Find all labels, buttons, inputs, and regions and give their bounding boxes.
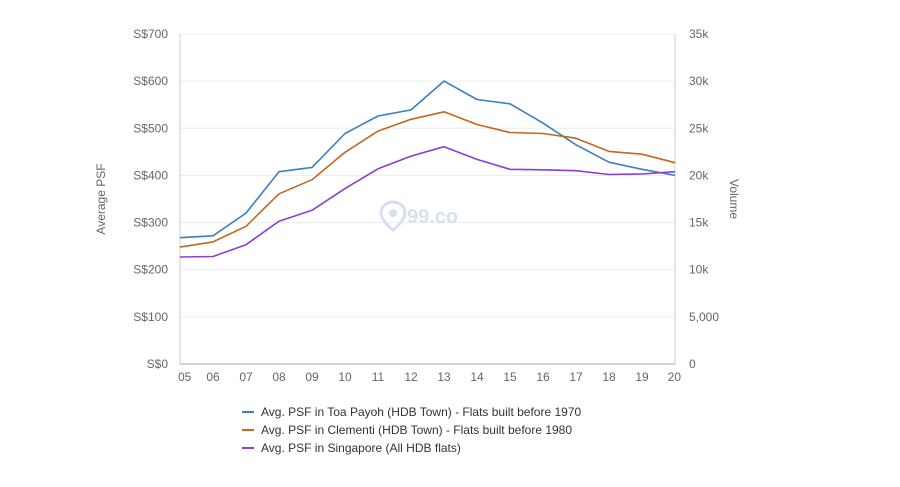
data-point[interactable] — [672, 169, 678, 175]
data-point[interactable] — [309, 207, 315, 213]
data-point[interactable] — [507, 130, 513, 136]
data-point[interactable] — [573, 142, 579, 148]
data-point[interactable] — [177, 244, 183, 250]
legend-label: Avg. PSF in Toa Payoh (HDB Town) - Flats… — [261, 405, 581, 419]
x-tick-label: 07 — [239, 370, 253, 384]
legend-item[interactable]: Avg. PSF in Toa Payoh (HDB Town) - Flats… — [242, 405, 581, 419]
x-tick-label: 11 — [372, 370, 385, 384]
data-point[interactable] — [573, 135, 579, 141]
x-tick-label: 17 — [569, 370, 583, 384]
data-point[interactable] — [276, 218, 282, 224]
x-tick-label: 20 — [668, 370, 682, 384]
data-point[interactable] — [375, 128, 381, 134]
x-tick-label: 16 — [536, 370, 550, 384]
data-point[interactable] — [276, 169, 282, 175]
data-point[interactable] — [276, 191, 282, 197]
data-point[interactable] — [639, 151, 645, 157]
data-point[interactable] — [342, 130, 348, 136]
y-right-axis-title: Volume — [727, 179, 741, 219]
y-left-tick-label: S$600 — [133, 74, 168, 88]
data-point[interactable] — [210, 254, 216, 260]
y-right-tick-label: 10k — [689, 263, 709, 277]
x-tick-label: 18 — [602, 370, 616, 384]
legend-label: Avg. PSF in Singapore (All HDB flats) — [261, 441, 461, 455]
data-point[interactable] — [342, 186, 348, 192]
y-right-tick-label: 0 — [689, 357, 696, 371]
data-point[interactable] — [606, 148, 612, 154]
x-tick-label: 15 — [503, 370, 517, 384]
y-left-tick-label: S$400 — [133, 168, 168, 182]
axes: S$0S$100S$200S$300S$400S$500S$600S$70005… — [94, 27, 741, 384]
data-point[interactable] — [540, 130, 546, 136]
legend: Avg. PSF in Toa Payoh (HDB Town) - Flats… — [242, 405, 581, 455]
data-point[interactable] — [243, 242, 249, 248]
y-right-tick-label: 5,000 — [689, 310, 719, 324]
data-point[interactable] — [606, 159, 612, 165]
y-left-tick-label: S$100 — [133, 310, 168, 324]
data-point[interactable] — [507, 101, 513, 107]
y-left-axis-title: Average PSF — [94, 163, 108, 234]
x-tick-label: 05 — [178, 370, 192, 384]
y-right-tick-label: 30k — [689, 74, 709, 88]
data-point[interactable] — [375, 113, 381, 119]
data-point[interactable] — [243, 210, 249, 216]
data-point[interactable] — [210, 239, 216, 245]
data-point[interactable] — [573, 168, 579, 174]
x-tick-label: 19 — [635, 370, 649, 384]
y-right-tick-label: 15k — [689, 216, 709, 230]
y-left-tick-label: S$0 — [147, 357, 169, 371]
location-pin-icon — [379, 200, 407, 232]
grid-lines — [180, 33, 675, 318]
data-point[interactable] — [309, 164, 315, 170]
y-left-tick-label: S$200 — [133, 263, 168, 277]
y-right-tick-label: 25k — [689, 121, 709, 135]
y-left-tick-label: S$700 — [133, 27, 168, 41]
data-point[interactable] — [342, 149, 348, 155]
data-point[interactable] — [672, 160, 678, 166]
y-right-tick-label: 20k — [689, 168, 709, 182]
data-point[interactable] — [243, 223, 249, 229]
x-tick-label: 12 — [404, 370, 418, 384]
x-tick-label: 06 — [206, 370, 220, 384]
y-right-tick-label: 35k — [689, 27, 709, 41]
series-lines — [177, 78, 678, 260]
data-point[interactable] — [474, 122, 480, 128]
data-point[interactable] — [507, 166, 513, 172]
legend-item[interactable]: Avg. PSF in Singapore (All HDB flats) — [242, 441, 461, 455]
data-point[interactable] — [639, 171, 645, 177]
data-point[interactable] — [606, 171, 612, 177]
data-point[interactable] — [540, 167, 546, 173]
x-tick-label: 09 — [305, 370, 319, 384]
data-point[interactable] — [210, 233, 216, 239]
data-point[interactable] — [441, 109, 447, 115]
data-point[interactable] — [540, 120, 546, 126]
data-point[interactable] — [408, 153, 414, 159]
legend-item[interactable]: Avg. PSF in Clementi (HDB Town) - Flats … — [242, 423, 572, 437]
data-point[interactable] — [177, 254, 183, 260]
data-point[interactable] — [474, 156, 480, 162]
data-point[interactable] — [177, 235, 183, 241]
series-line-2[interactable] — [179, 111, 676, 248]
data-point[interactable] — [375, 166, 381, 172]
y-left-tick-label: S$300 — [133, 216, 168, 230]
watermark: 99.co — [379, 200, 458, 232]
data-point[interactable] — [474, 97, 480, 103]
legend-label: Avg. PSF in Clementi (HDB Town) - Flats … — [261, 423, 572, 437]
data-point[interactable] — [441, 144, 447, 150]
data-point[interactable] — [441, 78, 447, 84]
watermark-text: 99.co — [407, 206, 458, 228]
x-tick-label: 10 — [338, 370, 352, 384]
data-point[interactable] — [408, 107, 414, 113]
data-point[interactable] — [408, 116, 414, 122]
y-left-tick-label: S$500 — [133, 121, 168, 135]
series-line-3[interactable] — [179, 145, 676, 258]
series-line-1[interactable] — [179, 80, 676, 239]
data-point[interactable] — [309, 177, 315, 183]
x-tick-label: 14 — [470, 370, 484, 384]
x-tick-label: 08 — [272, 370, 286, 384]
x-tick-label: 13 — [437, 370, 451, 384]
